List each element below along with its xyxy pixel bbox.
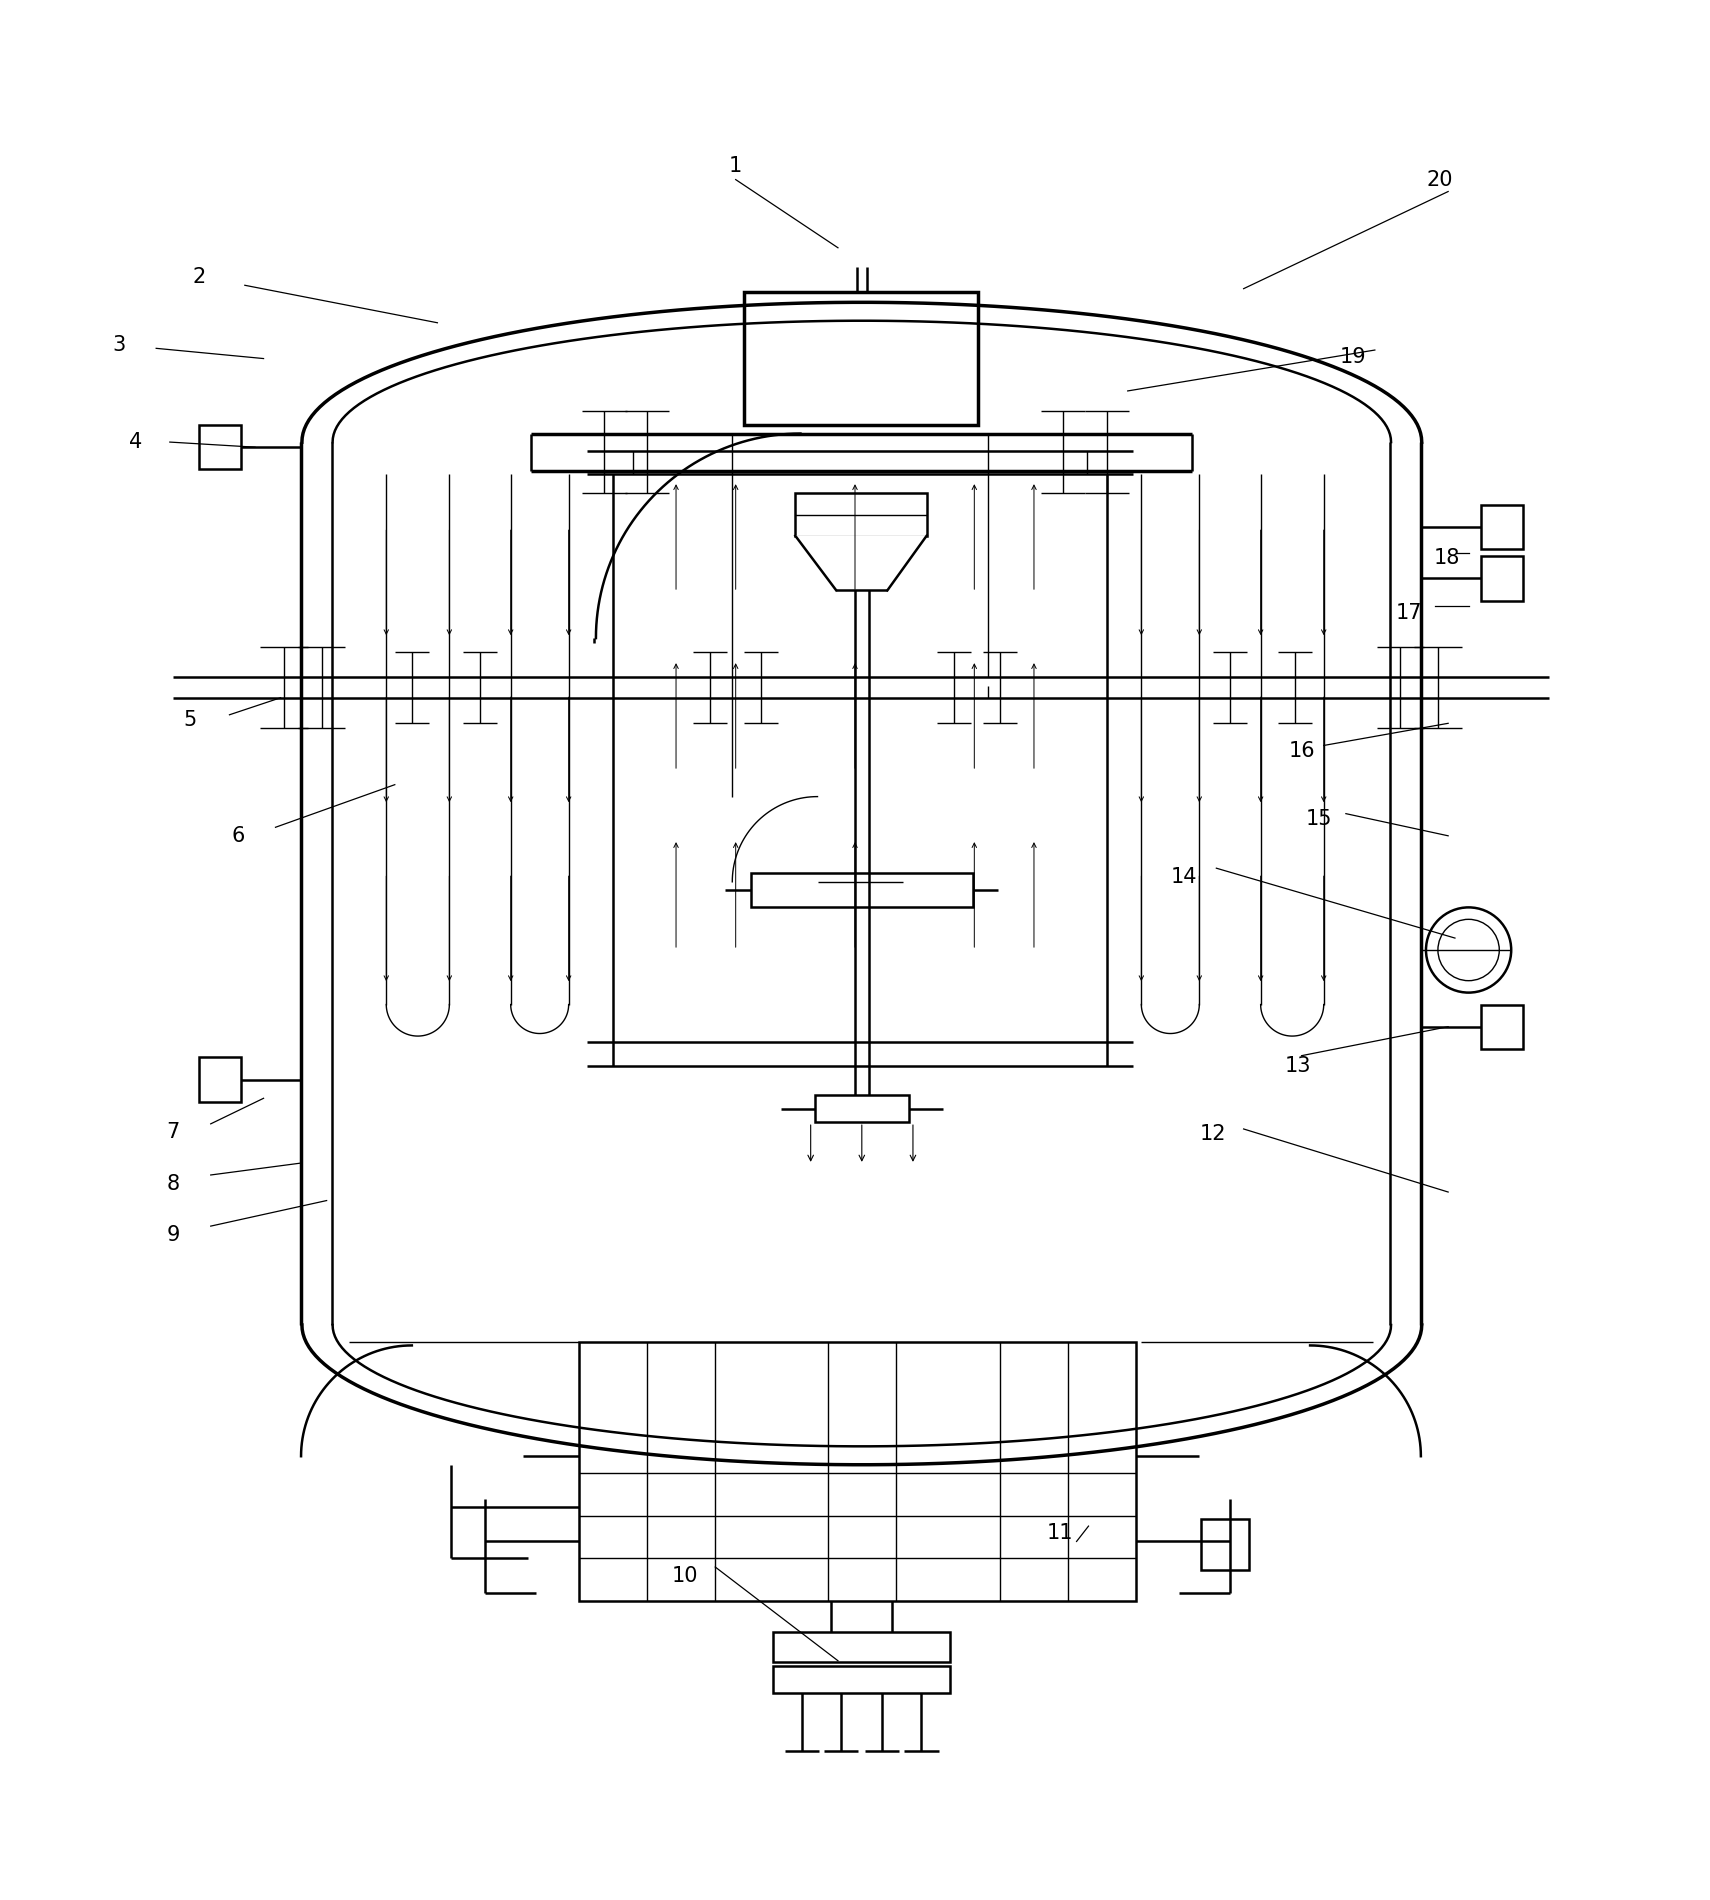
Bar	[751, 874, 973, 908]
Text: 2: 2	[192, 266, 205, 287]
Text: 17: 17	[1395, 602, 1423, 623]
Bar	[1481, 1005, 1524, 1049]
Text: 10: 10	[672, 1566, 698, 1585]
Text: 20: 20	[1426, 169, 1454, 190]
Text: 11: 11	[1047, 1524, 1072, 1543]
Bar	[1200, 1520, 1248, 1571]
Polygon shape	[795, 536, 927, 591]
Text: 8: 8	[166, 1174, 180, 1193]
Bar	[198, 1058, 241, 1102]
Bar	[744, 293, 978, 426]
Text: 12: 12	[1200, 1125, 1226, 1144]
Text: 14: 14	[1171, 866, 1197, 887]
Bar	[198, 426, 241, 469]
Bar	[816, 1094, 908, 1123]
Text: 5: 5	[183, 711, 197, 730]
Text: 6: 6	[231, 826, 245, 846]
Text: 7: 7	[166, 1123, 180, 1142]
Text: 3: 3	[113, 334, 125, 355]
Bar	[773, 1666, 951, 1693]
Text: 9: 9	[166, 1226, 180, 1244]
Text: 18: 18	[1433, 547, 1460, 568]
Bar	[580, 1341, 1135, 1602]
Bar	[1481, 505, 1524, 549]
Bar	[1481, 557, 1524, 600]
Text: 15: 15	[1305, 809, 1332, 828]
Bar	[773, 1632, 951, 1662]
Bar	[795, 494, 927, 536]
Text: 19: 19	[1339, 348, 1366, 367]
Text: 4: 4	[128, 431, 142, 452]
Text: 13: 13	[1284, 1056, 1312, 1075]
Text: 1: 1	[728, 156, 742, 177]
Text: 16: 16	[1288, 741, 1315, 760]
